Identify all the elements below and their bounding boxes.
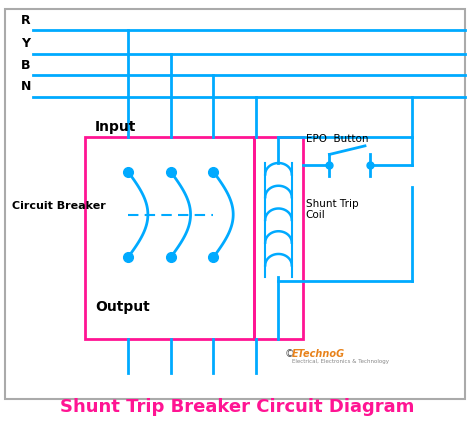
Text: Shunt Trip Breaker Circuit Diagram: Shunt Trip Breaker Circuit Diagram [60,398,414,416]
Text: R: R [21,14,31,27]
Text: B: B [21,59,31,72]
Text: Output: Output [95,300,150,314]
Text: ©: © [284,349,294,359]
Text: Circuit Breaker: Circuit Breaker [12,201,106,211]
FancyBboxPatch shape [5,9,465,399]
Text: Input: Input [95,120,136,133]
Text: Electrical, Electronics & Technology: Electrical, Electronics & Technology [292,359,389,364]
Text: Coil: Coil [306,210,326,221]
Text: Y: Y [22,37,30,50]
Text: ETechnoG: ETechnoG [292,349,345,359]
Text: EPO  Button: EPO Button [306,134,368,145]
Text: Shunt Trip: Shunt Trip [306,199,358,209]
Text: N: N [21,80,31,93]
